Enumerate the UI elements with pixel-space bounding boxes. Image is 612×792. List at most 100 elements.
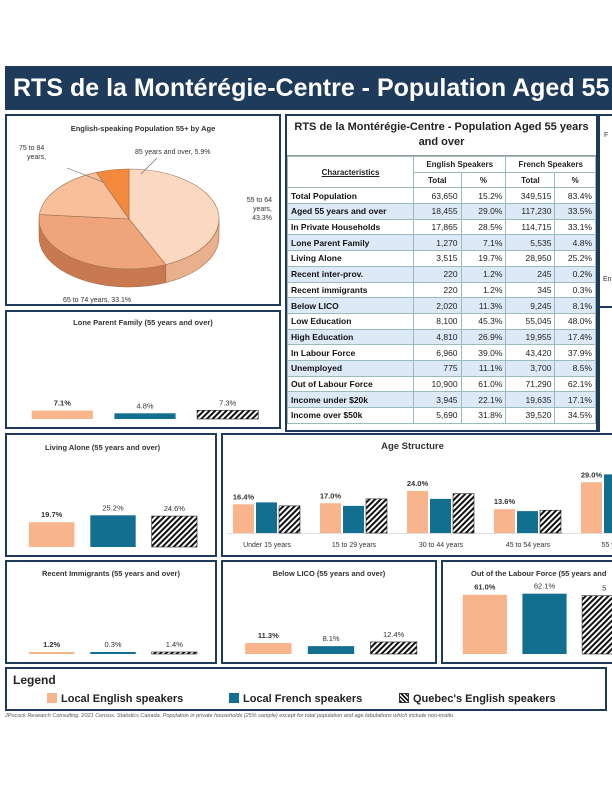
cell-label: High Education bbox=[287, 328, 414, 346]
cell-en-pct: 28.5% bbox=[460, 218, 507, 236]
bar-value-label: 1.4% bbox=[166, 640, 183, 649]
bar-local-english bbox=[28, 522, 75, 547]
age-bar-local-french bbox=[604, 474, 612, 533]
bar-local-french bbox=[307, 646, 355, 654]
cell-en-pct: 45.3% bbox=[460, 312, 507, 330]
cell-en-pct: 1.2% bbox=[460, 281, 507, 299]
cell-en-pct: 22.1% bbox=[460, 391, 507, 408]
bar-value-label: 19.7% bbox=[41, 510, 63, 519]
age-category-label: Under 15 years bbox=[243, 542, 291, 549]
cell-fr-total: 19,955 bbox=[505, 328, 556, 346]
bar-quebec-english bbox=[370, 641, 418, 655]
header-en-pct: % bbox=[460, 171, 507, 189]
age-bar-value-label: 29.0% bbox=[581, 470, 603, 479]
cell-fr-pct: 48.0% bbox=[554, 312, 596, 330]
cell-en-total: 1,270 bbox=[413, 234, 462, 252]
cell-fr-total: 245 bbox=[505, 265, 556, 283]
pie-chart-title: English-speaking Population 55+ by Age bbox=[70, 124, 216, 133]
pie-slice-label: 55 to 64 years, 43.3% bbox=[247, 197, 272, 222]
cell-label: In Private Households bbox=[287, 218, 414, 236]
age-bar-quebec-english bbox=[365, 498, 388, 534]
summary-table: Characteristics English Speakers French … bbox=[287, 155, 596, 424]
cell-label: Unemployed bbox=[287, 359, 414, 377]
cell-fr-total: 9,245 bbox=[505, 297, 556, 314]
cell-en-total: 6,960 bbox=[413, 344, 462, 361]
recent-immigrants-title: Recent Immigrants (55 years and over) bbox=[42, 569, 180, 578]
cell-en-pct: 31.8% bbox=[460, 407, 507, 424]
pie-panel: English-speaking Population 55+ by Age 5… bbox=[5, 114, 281, 306]
pie-slice bbox=[38, 214, 167, 270]
cell-fr-total: 3,700 bbox=[505, 359, 556, 377]
cell-fr-pct: 83.4% bbox=[554, 187, 596, 205]
legend-swatch-local-french bbox=[229, 693, 239, 703]
legend-swatch-local-english bbox=[47, 693, 57, 703]
legend-item-local-english: Local English speakers bbox=[47, 693, 183, 705]
lone-parent-panel: Lone Parent Family (55 years and over) 7… bbox=[5, 310, 281, 429]
table-row: Living Alone 3,515 19.7% 28,950 25.2% bbox=[287, 250, 596, 267]
table-row: Below LICO 2,020 11.3% 9,245 8.1% bbox=[287, 297, 596, 314]
age-category-label: 45 to 54 years bbox=[506, 542, 551, 549]
cell-label: Income over $50k bbox=[287, 407, 414, 424]
bar-quebec-english bbox=[151, 651, 198, 655]
bar-quebec-english bbox=[581, 595, 612, 655]
table-row: Income over $50k 5,690 31.8% 39,520 34.5% bbox=[287, 407, 596, 424]
cell-en-total: 63,650 bbox=[413, 187, 462, 205]
cell-fr-total: 55,045 bbox=[505, 312, 556, 330]
table-row: Recent immigrants 220 1.2% 345 0.3% bbox=[287, 281, 596, 299]
age-bar-quebec-english bbox=[278, 505, 301, 534]
table-row: High Education 4,810 26.9% 19,955 17.4% bbox=[287, 328, 596, 346]
edge-letters-mid: En bbox=[603, 276, 612, 283]
cell-label: Below LICO bbox=[287, 297, 414, 314]
bar-value-label: 8.1% bbox=[322, 634, 339, 643]
cell-label: Low Education bbox=[287, 312, 414, 330]
table-row: Unemployed 775 11.1% 3,700 8.5% bbox=[287, 359, 596, 377]
table-body: Total Population 63,650 15.2% 349,515 83.4% A… bbox=[287, 187, 596, 424]
table-row: Total Population 63,650 15.2% 349,515 83.4% bbox=[287, 187, 596, 205]
living-alone-title: Living Alone (55 years and over) bbox=[45, 443, 161, 452]
below-lico-chart: 11.3% 8.1% 12.4% bbox=[245, 630, 418, 655]
cell-label: Income under $20k bbox=[287, 391, 414, 408]
pie-slice-label: 85 years and over, 5.9% bbox=[135, 149, 211, 156]
bar-value-label: 7.1% bbox=[54, 399, 71, 408]
cell-en-pct: 29.0% bbox=[460, 203, 507, 220]
cell-fr-pct: 17.1% bbox=[554, 391, 596, 408]
bar-value-label: 4.8% bbox=[136, 401, 153, 410]
cell-en-total: 3,945 bbox=[413, 391, 462, 408]
bar-local-english bbox=[245, 643, 292, 654]
cell-en-total: 3,515 bbox=[413, 250, 462, 267]
lone-parent-chart: 7.1% 4.8% 7.3% bbox=[31, 398, 259, 420]
table-row: In Private Households 17,865 28.5% 114,715 3… bbox=[287, 218, 596, 236]
cell-label: Total Population bbox=[287, 187, 414, 205]
legend-item-quebec-english: Quebec's English speakers bbox=[399, 693, 556, 705]
cell-label: In Labour Force bbox=[287, 344, 414, 361]
bar-local-french bbox=[90, 515, 136, 547]
table-row: Lone Parent Family 1,270 7.1% 5,535 4.8% bbox=[287, 234, 596, 252]
header-french: French Speakers bbox=[505, 156, 596, 173]
cell-en-pct: 11.1% bbox=[460, 359, 507, 377]
cell-fr-pct: 34.5% bbox=[554, 407, 596, 424]
legend: Legend Local English speakers Local Fren… bbox=[5, 667, 607, 711]
age-category-label: 30 to 44 years bbox=[419, 542, 464, 549]
cell-en-pct: 61.0% bbox=[460, 375, 507, 393]
header-fr-pct: % bbox=[554, 171, 596, 189]
recent-immigrants-panel: Recent Immigrants (55 years and over) 1.… bbox=[5, 560, 217, 664]
age-bar-local-french bbox=[430, 498, 451, 533]
bar-value-label: 61.0% bbox=[474, 583, 496, 592]
bar-value-label: 12.4% bbox=[383, 630, 405, 639]
pie-slice bbox=[95, 168, 130, 220]
legend-item-local-french: Local French speakers bbox=[229, 693, 362, 705]
age-bar-local-french bbox=[517, 511, 538, 533]
cell-fr-pct: 33.1% bbox=[554, 218, 596, 236]
below-lico-title: Below LICO (55 years and over) bbox=[272, 569, 386, 578]
bar-quebec-english bbox=[196, 410, 259, 420]
table-row: In Labour Force 6,960 39.0% 43,420 37.9% bbox=[287, 344, 596, 361]
cell-label: Out of Labour Force bbox=[287, 375, 414, 393]
header-en-total: Total bbox=[413, 171, 462, 189]
cell-fr-total: 117,230 bbox=[505, 203, 556, 220]
legend-label-local-english: Local English speakers bbox=[61, 693, 184, 705]
page-title: RTS de la Montérégie-Centre - Population… bbox=[5, 66, 612, 110]
cell-en-pct: 1.2% bbox=[460, 265, 507, 283]
cell-en-total: 2,020 bbox=[413, 297, 462, 314]
table-title: RTS de la Montérégie-Centre - Population… bbox=[287, 116, 596, 156]
cell-label: Lone Parent Family bbox=[287, 234, 414, 252]
